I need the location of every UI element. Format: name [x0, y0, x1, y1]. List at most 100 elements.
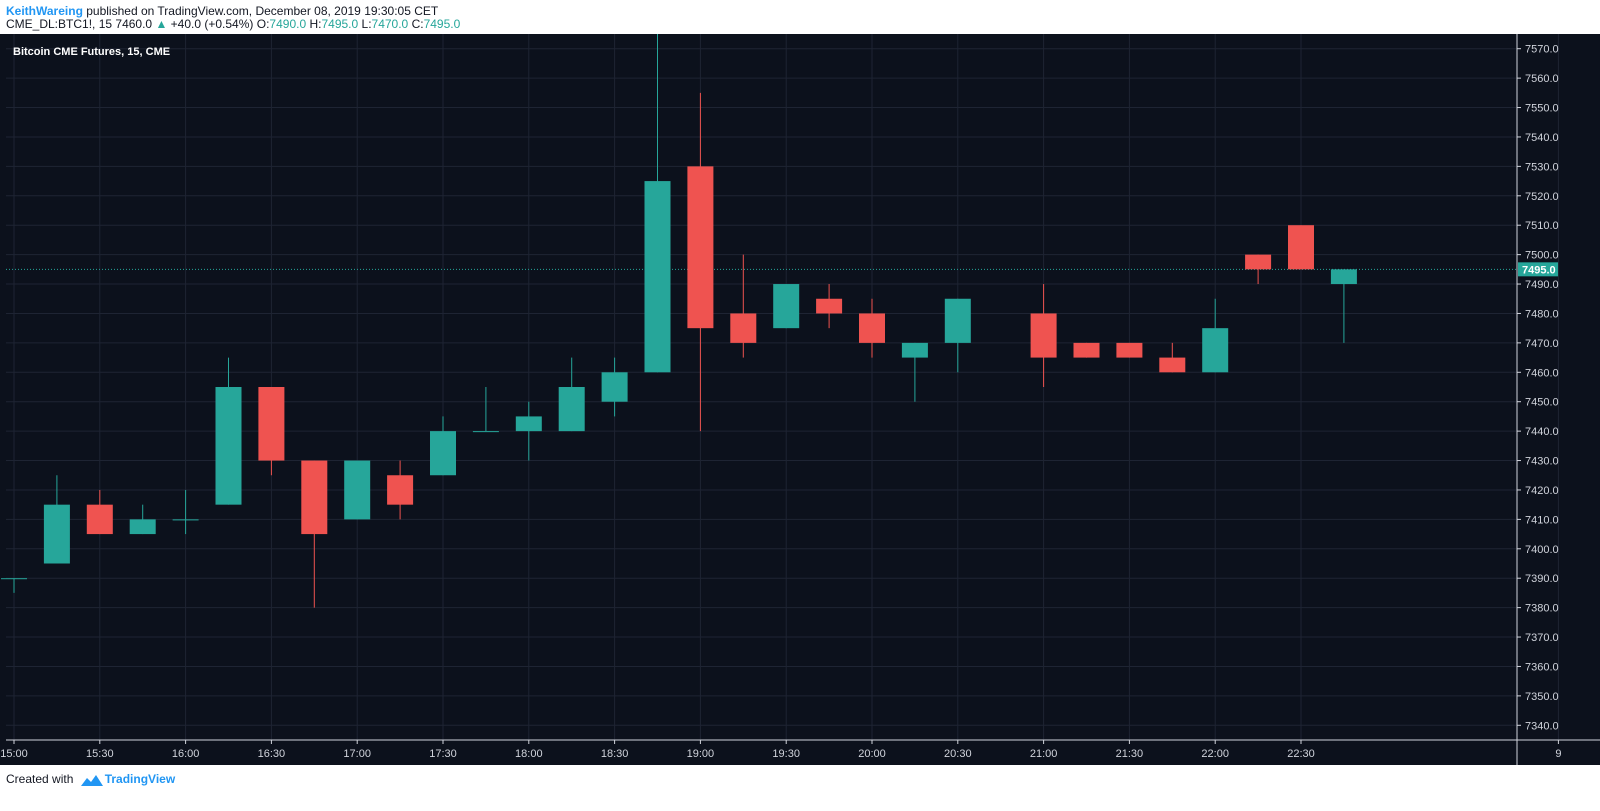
candle[interactable] [816, 284, 843, 329]
author-link[interactable]: KeithWareing [6, 4, 83, 18]
candle-body [1159, 357, 1186, 373]
price-tick-label: 7480.0 [1525, 308, 1559, 320]
candle[interactable] [558, 357, 585, 432]
candle-body [1202, 328, 1229, 373]
candle[interactable] [172, 489, 199, 535]
candle[interactable] [472, 387, 499, 433]
publish-header: KeithWareing published on TradingView.co… [6, 4, 438, 18]
candle-body [1245, 254, 1272, 270]
candle-body [1330, 269, 1357, 285]
candle-body [1073, 342, 1100, 358]
candle-body [901, 342, 928, 358]
candle-body [344, 460, 371, 520]
chart-title: Bitcoin CME Futures, 15, CME [13, 46, 170, 58]
price-tick-label: 7490.0 [1525, 279, 1559, 291]
candle[interactable] [387, 460, 414, 520]
published-text: published on TradingView.com, December 0… [82, 4, 439, 18]
time-axis[interactable]: 15:00 15:30 16:00 16:30 17:00 17:30 18:00 18:30… [0, 739, 1600, 760]
created-with-text: Created with [6, 772, 74, 786]
time-tick-label: 17:30 [429, 748, 457, 760]
candle-body [430, 431, 456, 476]
candle[interactable] [430, 416, 456, 476]
candle[interactable] [687, 92, 714, 432]
time-tick-label: 15:30 [86, 748, 114, 760]
time-tick-label: 16:00 [172, 748, 200, 760]
time-tick-label: 21:00 [1030, 748, 1058, 760]
price-tick-label: 7350.0 [1525, 691, 1559, 703]
open-value: 7490.0 [269, 17, 307, 31]
candle[interactable] [215, 357, 242, 505]
candle[interactable] [515, 401, 542, 461]
close-value: 7495.0 [423, 17, 461, 31]
candlestick-chart[interactable]: 7340.0 7350.0 7360.0 7370.0 7380.0 7390.0 7400… [0, 34, 1600, 765]
time-tick-label: 19:00 [687, 748, 715, 760]
price-tick-label: 7530.0 [1525, 161, 1559, 173]
candle[interactable] [644, 34, 671, 373]
price-tick-label: 7420.0 [1525, 485, 1559, 497]
candle-body [558, 387, 585, 432]
time-tick-label: 22:30 [1287, 748, 1315, 760]
candle-body [258, 387, 285, 461]
ohlc-legend: CME_DL:BTC1!, 15 7460.0 ▲ +40.0 (+0.54%)… [6, 17, 460, 31]
price-axis[interactable]: 7340.0 7350.0 7360.0 7370.0 7380.0 7390.0 7400… [1516, 34, 1559, 765]
low-label: L: [361, 17, 372, 31]
candle[interactable] [86, 489, 113, 535]
price-tick-label: 7460.0 [1525, 367, 1559, 379]
candle[interactable] [730, 254, 757, 358]
price-tick-label: 7430.0 [1525, 456, 1559, 468]
candle[interactable] [301, 460, 328, 608]
candle[interactable] [1073, 342, 1100, 358]
candle[interactable] [1116, 342, 1143, 358]
price-tick-label: 7520.0 [1525, 191, 1559, 203]
time-tick-label: 22:00 [1201, 748, 1229, 760]
high-label: H: [309, 17, 322, 31]
symbol-label: CME_DL:BTC1!, 15 [6, 17, 113, 31]
candle[interactable] [601, 357, 628, 417]
price-tick-label: 7550.0 [1525, 103, 1559, 115]
candle[interactable] [1, 578, 27, 593]
candle[interactable] [773, 284, 800, 329]
price-tick-label: 7400.0 [1525, 544, 1559, 556]
current-price-label: 7495.0 [1522, 264, 1556, 276]
tradingview-brand[interactable]: TradingView [104, 772, 176, 786]
candle[interactable] [1159, 342, 1186, 373]
candle-body [944, 298, 971, 343]
candle[interactable] [129, 504, 156, 535]
open-label: O: [256, 17, 270, 31]
price-tick-label: 7440.0 [1525, 426, 1559, 438]
candle[interactable] [1030, 284, 1057, 387]
price-tick-label: 7450.0 [1525, 397, 1559, 409]
candle[interactable] [944, 298, 971, 373]
price-tick-label: 7560.0 [1525, 73, 1559, 85]
candle[interactable] [43, 475, 70, 564]
candle-body [859, 313, 885, 343]
candle-body [687, 166, 714, 329]
candle[interactable] [859, 298, 885, 358]
candle-body [387, 475, 414, 505]
price-tick-label: 7500.0 [1525, 250, 1559, 262]
candle-body [472, 431, 499, 433]
candle[interactable] [1245, 254, 1272, 285]
price-change: +40.0 (+0.54%) [170, 17, 254, 31]
candle-body [1030, 313, 1057, 358]
price-tick-label: 7540.0 [1525, 132, 1559, 144]
candle[interactable] [1288, 225, 1314, 270]
candle-body [172, 519, 199, 521]
high-value: 7495.0 [321, 17, 359, 31]
candle[interactable] [1330, 269, 1357, 343]
price-tick-label: 7380.0 [1525, 603, 1559, 615]
time-tick-label: 15:00 [0, 748, 28, 760]
candle-body [301, 460, 328, 535]
candle[interactable] [901, 342, 928, 402]
candle[interactable] [258, 387, 285, 476]
current-price-badge [1518, 262, 1558, 277]
price-tick-label: 7470.0 [1525, 338, 1559, 350]
candle-body [515, 416, 542, 432]
time-tick-label: 16:30 [258, 748, 286, 760]
grid-lines [6, 34, 1559, 740]
candle[interactable] [1202, 298, 1229, 373]
time-tick-label: 21:30 [1116, 748, 1144, 760]
candle-body [644, 181, 671, 373]
time-tick-label: 20:30 [944, 748, 972, 760]
candle[interactable] [344, 460, 371, 520]
